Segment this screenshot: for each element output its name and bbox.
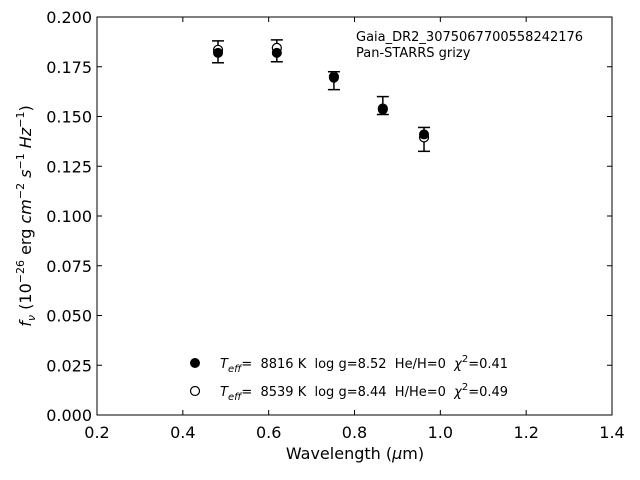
legend: Teff= 8816 K log g=8.52 He/H=0 χ2=0.41 T… — [189, 354, 508, 403]
y-axis: 0.000 0.025 0.050 0.075 0.100 0.125 0.150 0.175… — [46, 8, 612, 425]
y-tick-label: 0.200 — [46, 8, 92, 27]
y-tick-label: 0.150 — [46, 108, 92, 127]
y-tick-label: 0.050 — [46, 307, 92, 326]
model-point-filled — [377, 104, 388, 115]
data-points — [212, 42, 430, 143]
x-tick-label: 0.6 — [256, 423, 281, 442]
x-tick-label: 0.8 — [342, 423, 367, 442]
legend-label-2: Teff= 8539 K log g=8.44 H/He=0 χ2=0.49 — [220, 382, 508, 403]
model-point-filled — [419, 129, 430, 140]
plot-frame — [96, 16, 613, 416]
x-tick-label: 1.2 — [513, 423, 538, 442]
y-tick-label: 0.000 — [46, 406, 92, 425]
annotation-survey: Pan-STARRS grizy — [356, 46, 471, 61]
model-point-filled — [213, 47, 224, 58]
legend-label-1: Teff= 8816 K log g=8.52 He/H=0 χ2=0.41 — [220, 354, 508, 375]
y-tick-label: 0.025 — [46, 356, 92, 375]
y-tick-label: 0.175 — [46, 58, 92, 77]
legend-marker-open — [189, 385, 201, 397]
x-tick-label: 1.4 — [599, 423, 624, 442]
x-tick-label: 0.2 — [84, 423, 109, 442]
y-tick-label: 0.100 — [46, 207, 92, 226]
y-tick-label: 0.075 — [46, 257, 92, 276]
model-point-filled — [271, 47, 282, 58]
x-axis: 0.2 0.4 0.6 0.8 1.0 1.2 1.4 — [84, 17, 625, 442]
x-axis-label: Wavelength (μm) — [286, 444, 424, 463]
x-tick-label: 0.4 — [170, 423, 195, 442]
legend-marker-filled — [190, 358, 200, 368]
x-tick-label: 1.0 — [428, 423, 453, 442]
annotation-object-id: Gaia_DR2_3075067700558242176 — [356, 30, 583, 45]
y-tick-label: 0.125 — [46, 157, 92, 176]
model-point-filled — [328, 72, 339, 83]
y-axis-label: fν (10−26 erg cm−2 s−1 Hz−1) — [14, 105, 38, 326]
